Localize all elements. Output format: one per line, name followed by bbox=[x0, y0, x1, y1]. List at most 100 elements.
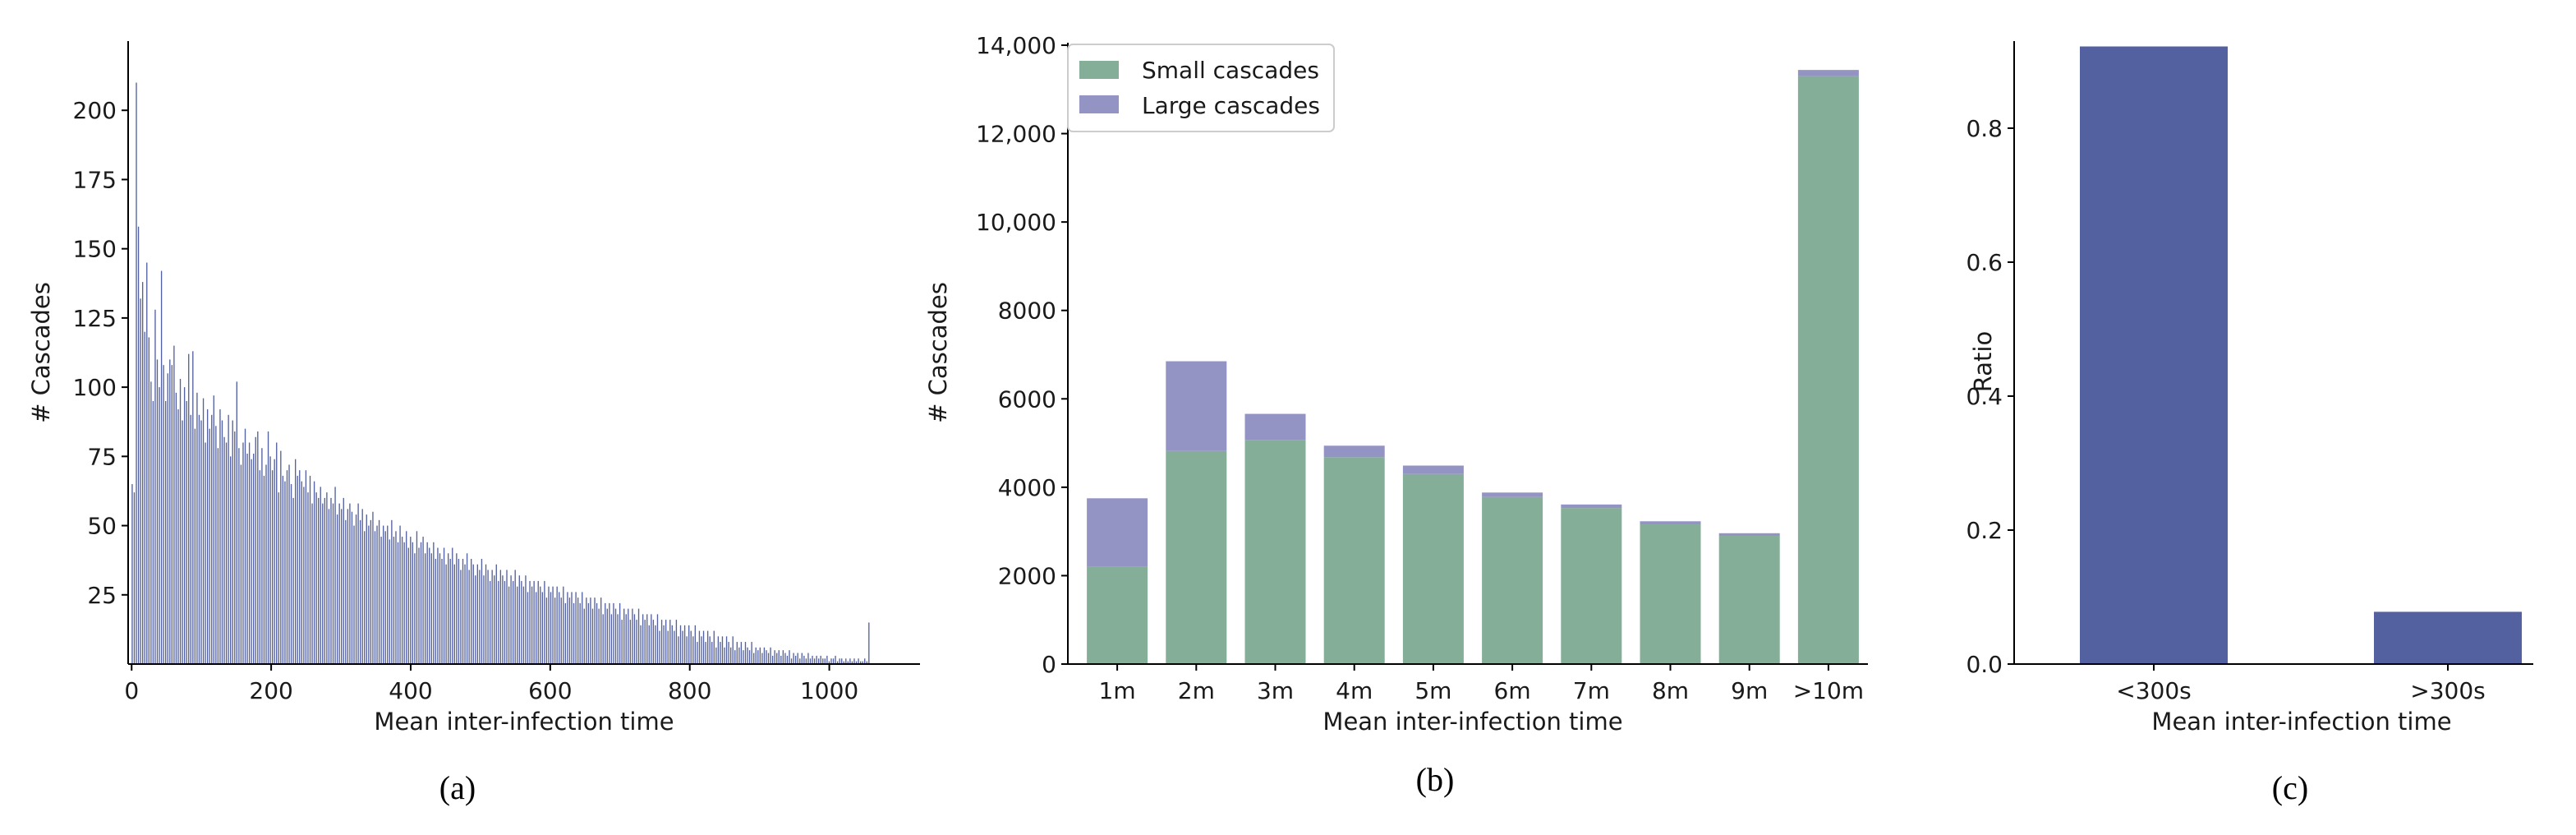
histogram-bar bbox=[748, 650, 751, 664]
y-tick-label: 150 bbox=[73, 236, 117, 263]
histogram-bar bbox=[487, 570, 489, 664]
histogram-bar bbox=[522, 586, 525, 664]
histogram-bar bbox=[468, 570, 470, 664]
bar-large-cascades bbox=[1244, 413, 1306, 441]
histogram-bar bbox=[830, 658, 832, 664]
histogram-bar bbox=[610, 614, 613, 664]
histogram-bar bbox=[336, 514, 338, 664]
bar-small-cascades bbox=[1482, 496, 1543, 664]
bar-small-cascades bbox=[1402, 473, 1464, 664]
histogram-bar bbox=[383, 525, 384, 664]
histogram-bar bbox=[648, 625, 650, 664]
histogram-bar bbox=[330, 497, 332, 664]
panel-c-bar: 0.0 0.2 0.4 0.6 0.8 <300s >300s Mean inter-in… bbox=[1966, 41, 2533, 806]
histogram-bar bbox=[544, 580, 545, 664]
histogram-bar bbox=[498, 580, 499, 664]
histogram-bar bbox=[563, 586, 564, 664]
histogram-bar bbox=[640, 625, 642, 664]
histogram-bar bbox=[458, 558, 460, 664]
y-tick-label: 0.4 bbox=[1966, 383, 2003, 410]
histogram-bar bbox=[694, 625, 697, 664]
histogram-bar bbox=[757, 650, 759, 664]
histogram-bar bbox=[368, 525, 370, 664]
y-tick-label: 10,000 bbox=[976, 209, 1056, 236]
histogram-bar bbox=[198, 414, 200, 664]
histogram-bar bbox=[242, 442, 244, 664]
histogram-bar bbox=[663, 625, 665, 664]
x-tick-label: 0 bbox=[124, 677, 139, 704]
histogram-bar bbox=[701, 636, 702, 664]
legend-label-small: Small cascades bbox=[1142, 57, 1319, 84]
histogram-bar bbox=[349, 503, 351, 664]
histogram-bar bbox=[261, 448, 263, 664]
histogram-bar bbox=[778, 650, 780, 664]
histogram-bar bbox=[738, 647, 740, 664]
histogram-bar bbox=[416, 531, 418, 664]
histogram-bar bbox=[290, 484, 292, 664]
histogram-bar bbox=[855, 661, 858, 664]
histogram-bar bbox=[297, 475, 298, 664]
histogram-bar bbox=[255, 436, 256, 664]
panel-a-x-axis-label: Mean inter-infection time bbox=[374, 708, 674, 736]
histogram-bar bbox=[560, 597, 562, 664]
histogram-bar bbox=[341, 509, 343, 664]
histogram-bar bbox=[669, 620, 671, 664]
histogram-bar bbox=[508, 586, 510, 664]
histogram-bar bbox=[715, 647, 717, 664]
panel-b-x-ticks: 1m 2m 3m 4m 5m 6m 7m 8m 9m >10m bbox=[1099, 664, 1864, 704]
histogram-bar bbox=[817, 658, 820, 664]
histogram-bar bbox=[506, 570, 508, 664]
x-tick-label: <300s bbox=[2116, 677, 2192, 704]
histogram-bar bbox=[573, 602, 575, 664]
x-tick-label: >300s bbox=[2410, 677, 2486, 704]
bar-large-cascades bbox=[1482, 492, 1543, 497]
legend-swatch-large bbox=[1079, 95, 1119, 113]
histogram-bar bbox=[380, 537, 382, 664]
histogram-bar bbox=[376, 525, 378, 664]
y-tick-label: 75 bbox=[87, 443, 117, 470]
histogram-bar bbox=[230, 456, 232, 664]
legend-label-large: Large cascades bbox=[1142, 92, 1320, 119]
histogram-bar bbox=[165, 400, 167, 664]
histogram-bar bbox=[660, 620, 663, 664]
histogram-bar bbox=[690, 630, 692, 664]
histogram-bar bbox=[364, 531, 366, 664]
histogram-bar bbox=[359, 519, 361, 664]
histogram-bar bbox=[424, 553, 426, 664]
histogram-bar bbox=[248, 442, 251, 664]
histogram-bar bbox=[644, 620, 646, 664]
histogram-bar bbox=[274, 459, 275, 664]
histogram-bar bbox=[429, 547, 430, 664]
histogram-bar bbox=[471, 558, 472, 664]
histogram-bar bbox=[152, 400, 154, 664]
histogram-bar bbox=[751, 642, 752, 664]
x-tick-label: 400 bbox=[389, 677, 432, 704]
y-tick-label: 25 bbox=[87, 582, 117, 609]
histogram-bar bbox=[767, 653, 770, 664]
histogram-bar bbox=[583, 608, 585, 664]
histogram-bar bbox=[717, 636, 720, 664]
histogram-bar bbox=[590, 597, 591, 664]
histogram-bar bbox=[234, 431, 236, 664]
histogram-bar bbox=[541, 592, 544, 664]
histogram-bar bbox=[824, 658, 826, 664]
histogram-bar bbox=[776, 653, 778, 664]
bar-large-cascades bbox=[1640, 521, 1701, 525]
histogram-bar bbox=[734, 650, 736, 664]
histogram-bar bbox=[179, 379, 182, 664]
histogram-bar bbox=[232, 420, 233, 664]
histogram-bar bbox=[809, 658, 812, 664]
histogram-bar bbox=[280, 450, 282, 664]
bar-large-cascades bbox=[1718, 533, 1780, 537]
histogram-bar bbox=[449, 558, 451, 664]
histogram-bar bbox=[646, 614, 648, 664]
histogram-bar bbox=[617, 614, 619, 664]
histogram-bar bbox=[475, 575, 476, 664]
histogram-bar bbox=[510, 575, 512, 664]
histogram-bar bbox=[537, 580, 539, 664]
histogram-bar bbox=[784, 653, 786, 664]
histogram-bar bbox=[629, 620, 632, 664]
histogram-bar bbox=[257, 431, 259, 664]
histogram-bar bbox=[665, 620, 667, 664]
histogram-bar bbox=[495, 564, 497, 664]
